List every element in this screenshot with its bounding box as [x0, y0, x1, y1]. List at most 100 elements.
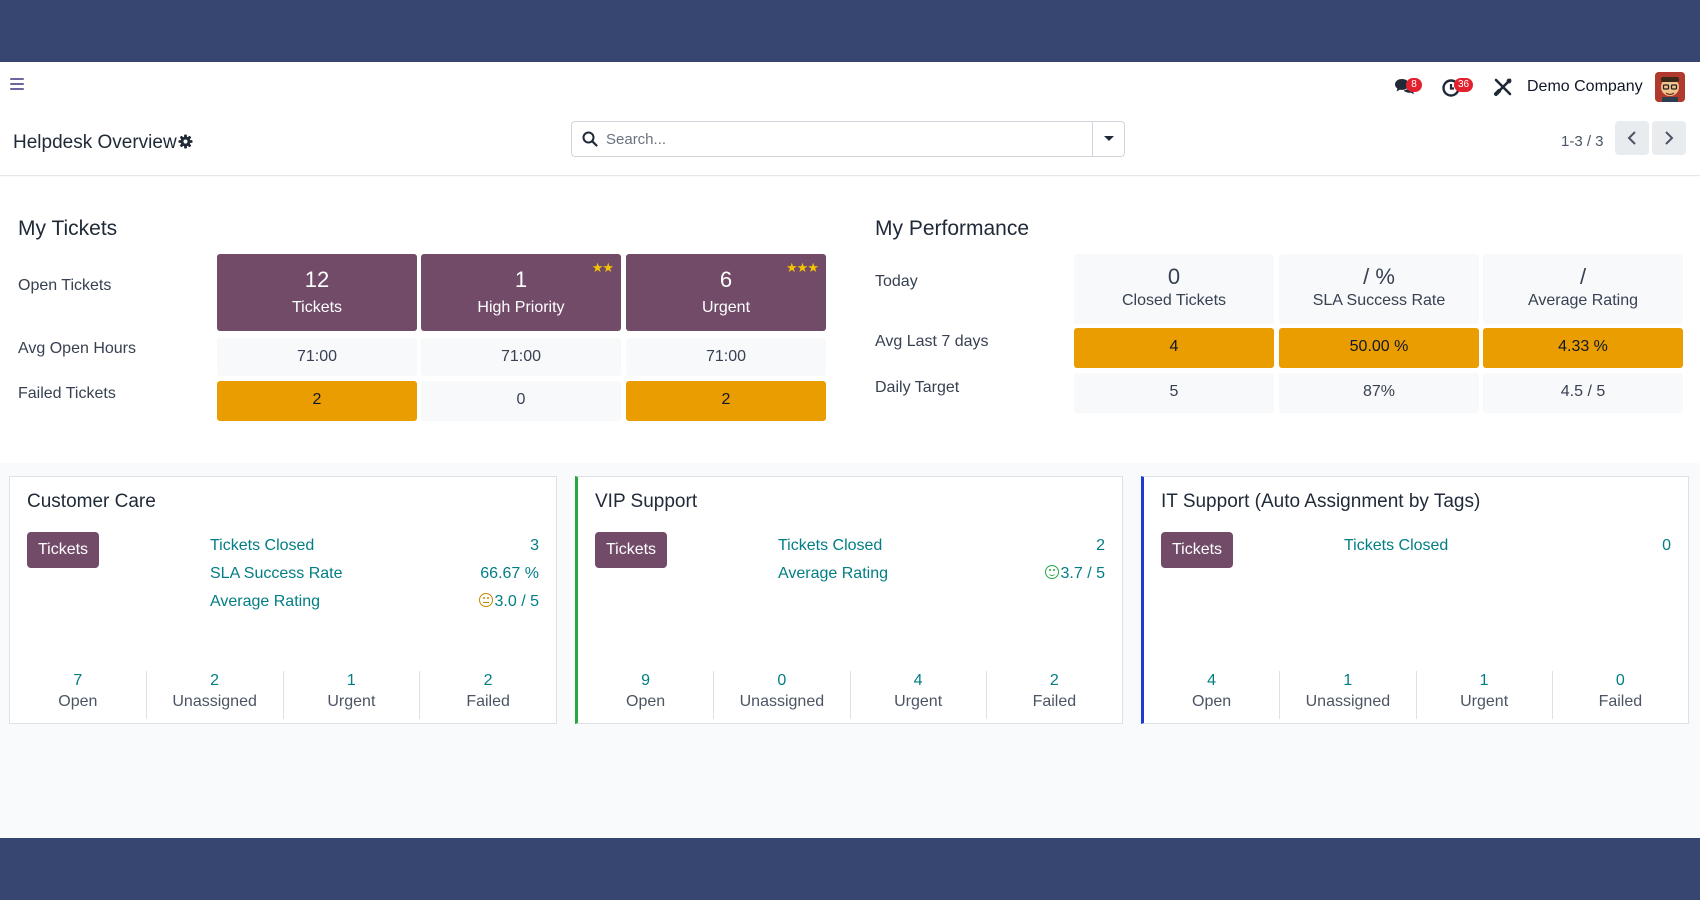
- team-card-vip-support: VIP Support Tickets Tickets Closed 2 Ave…: [575, 476, 1123, 724]
- team-urgent-link[interactable]: 4 Urgent: [849, 671, 986, 719]
- page-title: Helpdesk Overview: [13, 132, 177, 153]
- failed-value: 2: [312, 391, 322, 408]
- perf-today-value: /: [1579, 264, 1587, 289]
- foot-count: 2: [1049, 672, 1059, 689]
- perf-closed-avg7-button[interactable]: 4: [1074, 328, 1274, 368]
- perf-sla-target: 87%: [1279, 373, 1479, 413]
- foot-count: 2: [483, 672, 493, 689]
- my-performance-title: My Performance: [875, 217, 1030, 240]
- team-tickets-button[interactable]: Tickets: [27, 532, 99, 568]
- team-open-link[interactable]: 9 Open: [578, 671, 713, 719]
- perf-avg7-value: 50.00 %: [1349, 338, 1409, 355]
- team-name: IT Support (Auto Assignment by Tags): [1161, 491, 1481, 512]
- failed-value: 0: [516, 391, 526, 408]
- row-label-today: Today: [875, 273, 918, 290]
- perf-label: Average Rating: [1528, 292, 1638, 309]
- team-footer: 9 Open 0 Unassigned 4 Urgent 2 Failed: [578, 671, 1122, 719]
- team-open-link[interactable]: 7 Open: [10, 671, 146, 719]
- my-tickets-urgent-button[interactable]: ★★★ 6 Urgent: [626, 254, 826, 331]
- avatar-icon: [1655, 72, 1685, 102]
- stat-average-rating-link[interactable]: Average Rating: [778, 565, 888, 582]
- team-urgent-link[interactable]: 1 Urgent: [1415, 671, 1552, 719]
- row-label-open-tickets: Open Tickets: [18, 277, 112, 294]
- pager-value[interactable]: 1-3 / 3: [1561, 133, 1604, 150]
- team-open-link[interactable]: 4 Open: [1144, 671, 1279, 719]
- foot-label: Urgent: [894, 693, 943, 710]
- foot-count: 0: [1615, 672, 1625, 689]
- activities-badge: 36: [1454, 78, 1474, 92]
- stat-average-rating-value: 3.7 / 5: [1060, 565, 1105, 582]
- stat-tickets-closed-link[interactable]: Tickets Closed: [1344, 537, 1449, 554]
- failed-tickets-urgent-button[interactable]: 2: [626, 381, 826, 421]
- foot-label: Open: [626, 693, 666, 710]
- team-card-customer-care: Customer Care Tickets Tickets Closed 3 S…: [9, 476, 557, 724]
- chevron-right-icon: [1665, 131, 1674, 145]
- avg-hours-value: 71:00: [705, 348, 747, 365]
- user-avatar[interactable]: [1655, 72, 1685, 102]
- pager-previous-button[interactable]: [1615, 121, 1649, 155]
- foot-label: Open: [1192, 693, 1232, 710]
- foot-label: Unassigned: [172, 693, 257, 710]
- company-switcher[interactable]: Demo Company: [1527, 78, 1643, 95]
- perf-label: SLA Success Rate: [1312, 292, 1446, 309]
- stat-average-rating-link[interactable]: Average Rating: [210, 593, 320, 610]
- team-tickets-button[interactable]: Tickets: [1161, 532, 1233, 568]
- perf-sla-avg7-button[interactable]: 50.00 %: [1279, 328, 1479, 368]
- menu-toggle-icon[interactable]: [10, 78, 24, 90]
- perf-target-value: 87%: [1362, 383, 1396, 400]
- pager-next-button[interactable]: [1652, 121, 1686, 155]
- search-options-toggle[interactable]: [1092, 122, 1124, 156]
- priority-stars-icon: ★★: [591, 260, 614, 275]
- team-urgent-link[interactable]: 1 Urgent: [282, 671, 420, 719]
- messages-badge: 8: [1406, 78, 1422, 92]
- search-bar: [571, 121, 1125, 157]
- row-label-avg-last-7-days: Avg Last 7 days: [875, 333, 989, 350]
- my-tickets-high-priority-button[interactable]: ★★ 1 High Priority: [421, 254, 621, 331]
- foot-count: 9: [641, 672, 651, 689]
- my-tickets-open-button[interactable]: 12 Tickets: [217, 254, 417, 331]
- failed-tickets-high-priority: 0: [421, 381, 621, 421]
- perf-today-value: 0: [1167, 264, 1181, 289]
- stat-tickets-closed-link[interactable]: Tickets Closed: [778, 537, 883, 554]
- team-unassigned-link[interactable]: 1 Unassigned: [1279, 671, 1415, 719]
- foot-count: 0: [777, 672, 787, 689]
- search-input[interactable]: [606, 128, 1086, 150]
- team-failed-link[interactable]: 2 Failed: [985, 671, 1122, 719]
- team-unassigned-link[interactable]: 2 Unassigned: [145, 671, 283, 719]
- stat-tickets-closed-link[interactable]: Tickets Closed: [210, 537, 315, 554]
- stat-sla-success-value[interactable]: 66.67 %: [480, 565, 539, 582]
- foot-label: Urgent: [327, 693, 376, 710]
- team-failed-link[interactable]: 0 Failed: [1551, 671, 1688, 719]
- stat-average-rating[interactable]: 3.7 / 5: [1044, 565, 1105, 583]
- team-unassigned-link[interactable]: 0 Unassigned: [713, 671, 849, 719]
- avg-hours-value: 71:00: [500, 348, 542, 365]
- row-label-avg-open-hours: Avg Open Hours: [18, 340, 136, 357]
- foot-count: 4: [1207, 672, 1217, 689]
- perf-rating-today: / Average Rating: [1483, 254, 1683, 324]
- settings-gear-button[interactable]: [178, 134, 193, 154]
- team-tickets-button[interactable]: Tickets: [595, 532, 667, 568]
- neutral-smiley-icon: [478, 593, 493, 607]
- activities-button[interactable]: 36: [1440, 74, 1474, 100]
- avg-hours-value: 71:00: [296, 348, 338, 365]
- debug-tools-button[interactable]: [1492, 74, 1518, 100]
- foot-count: 7: [73, 672, 83, 689]
- foot-label: Unassigned: [739, 693, 825, 710]
- foot-count: 2: [210, 672, 220, 689]
- row-label-daily-target: Daily Target: [875, 379, 960, 396]
- avg-hours-high-priority: 71:00: [421, 338, 621, 376]
- caret-down-icon: [1104, 136, 1114, 141]
- top-navbar: 8 36 Demo Company: [0, 62, 1700, 112]
- failed-tickets-all-button[interactable]: 2: [217, 381, 417, 421]
- stat-tickets-closed-value[interactable]: 2: [1096, 537, 1105, 554]
- perf-rating-target: 4.5 / 5: [1483, 373, 1683, 413]
- perf-rating-avg7-button[interactable]: 4.33 %: [1483, 328, 1683, 368]
- stat-sla-success-link[interactable]: SLA Success Rate: [210, 565, 343, 582]
- foot-label: Urgent: [1460, 693, 1509, 710]
- stat-tickets-closed-value[interactable]: 3: [530, 537, 539, 554]
- perf-avg7-value: 4.33 %: [1558, 338, 1608, 355]
- messages-button[interactable]: 8: [1392, 74, 1422, 100]
- stat-tickets-closed-value[interactable]: 0: [1662, 537, 1671, 554]
- team-failed-link[interactable]: 2 Failed: [419, 671, 556, 719]
- stat-average-rating[interactable]: 3.0 / 5: [478, 593, 539, 611]
